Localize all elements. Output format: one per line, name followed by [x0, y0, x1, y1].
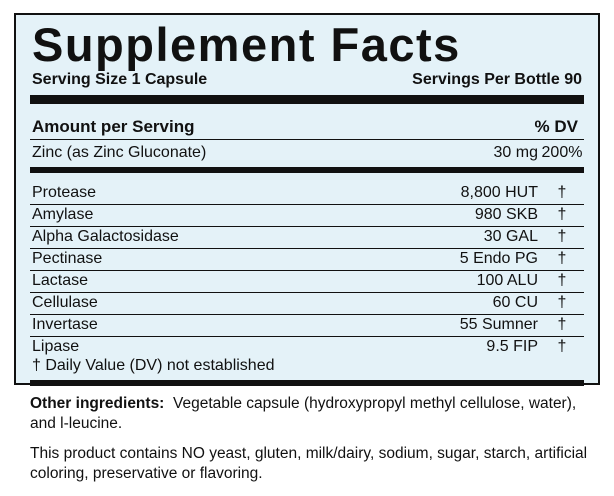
nutrient-name: Pectinase — [32, 250, 103, 267]
table-row: Alpha Galactosidase 30 GAL † — [30, 226, 584, 249]
daily-value: † — [557, 206, 567, 223]
table-row: Lactase 100 ALU † — [30, 270, 584, 293]
serving-size: Serving Size 1 Capsule — [32, 71, 208, 88]
amount: 60 CU — [492, 294, 538, 311]
nutrient-name: Invertase — [32, 316, 98, 333]
nutrient-name: Protease — [32, 184, 97, 201]
daily-value: † — [557, 316, 567, 333]
column-header: Amount per Serving — [32, 117, 195, 136]
nutrient-name: Alpha Galactosidase — [32, 228, 179, 245]
amount: 8,800 HUT — [460, 184, 538, 201]
daily-value: † — [557, 184, 567, 201]
text: Vegetable capsule (hydroxypropyl methyl … — [30, 395, 577, 432]
table-row: Amylase 980 SKB † — [30, 204, 584, 227]
daily-value: † — [557, 250, 567, 267]
nutrient-name: Lactase — [32, 272, 89, 289]
footnote: † Daily Value (DV) not established — [32, 357, 275, 374]
label: Other ingredients: — [30, 395, 165, 412]
amount: 980 SKB — [474, 206, 538, 223]
thick-rule — [30, 167, 584, 173]
table-row: Zinc (as Zinc Gluconate) 30 mg 200% — [30, 142, 584, 164]
nutrient-name: Cellulase — [32, 294, 98, 311]
amount: 30 GAL — [483, 228, 538, 245]
note: This product contains NO yeast, gluten, … — [30, 445, 588, 482]
table-row: Cellulase 60 CU † — [30, 292, 584, 315]
daily-value: † — [557, 228, 567, 245]
amount: 55 Sumner — [459, 316, 538, 333]
title: Supplement Facts — [32, 18, 461, 71]
amount: 100 ALU — [476, 272, 538, 289]
column-header: % DV — [534, 117, 578, 136]
amount: 30 mg — [493, 144, 538, 161]
table-row: Pectinase 5 Endo PG † — [30, 248, 584, 271]
amount: 9.5 FIP — [486, 338, 538, 355]
daily-value: † — [557, 338, 567, 355]
table-row: Invertase 55 Sumner † — [30, 314, 584, 337]
thick-rule — [30, 95, 584, 104]
amount: 5 Endo PG — [459, 250, 538, 267]
nutrient-name: Lipase — [32, 338, 80, 355]
other-ingredients: Other ingredients: Vegetable capsule (hy… — [30, 394, 590, 434]
thin-rule — [30, 139, 584, 140]
table-row: Lipase 9.5 FIP † — [30, 336, 584, 358]
thick-rule — [30, 380, 584, 386]
nutrient-name: Amylase — [32, 206, 94, 223]
nutrient-name: Zinc (as Zinc Gluconate) — [32, 144, 207, 161]
supplement-facts-panel: Supplement Facts Serving Size 1 Capsule … — [14, 13, 600, 386]
daily-value: † — [557, 272, 567, 289]
daily-value: 200% — [541, 144, 583, 161]
table-row: Protease 8,800 HUT † — [30, 182, 584, 205]
daily-value: † — [557, 294, 567, 311]
servings-per-container: Servings Per Bottle 90 — [412, 71, 582, 88]
